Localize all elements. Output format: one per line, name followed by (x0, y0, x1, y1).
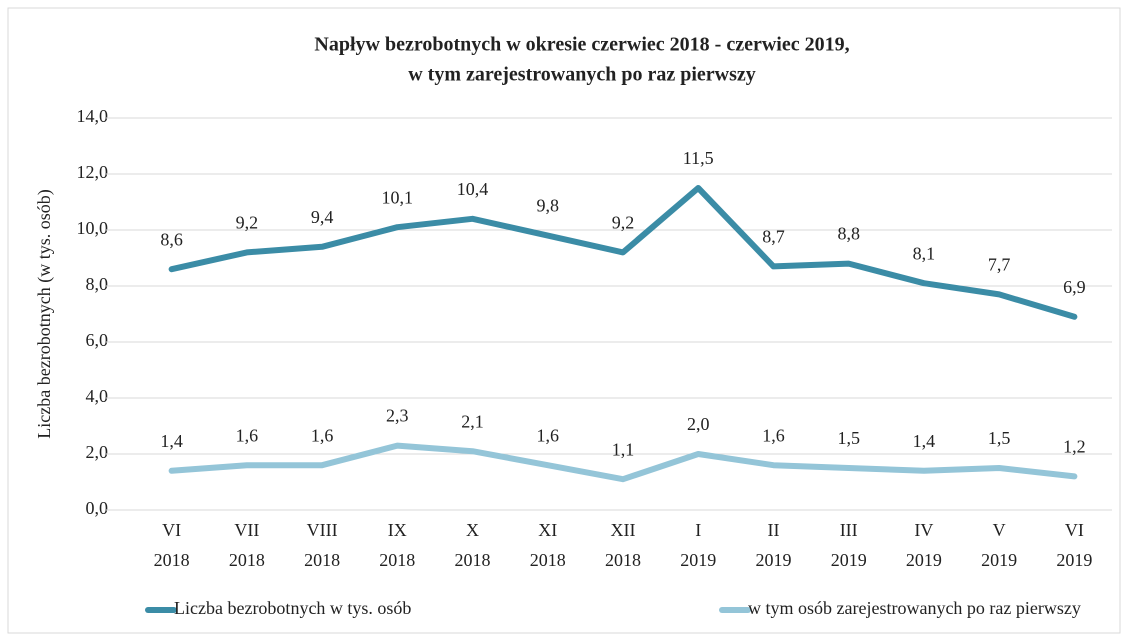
x-tick-label: XII (611, 520, 636, 540)
y-axis-label: Liczba bezrobotnych (w tys. osób) (34, 189, 55, 438)
data-label: 1,5 (837, 428, 860, 448)
chart-title: Napływ bezrobotnych w okresie czerwiec 2… (314, 34, 849, 56)
x-tick-label: VII (234, 520, 259, 540)
chart-border (7, 7, 1121, 634)
x-tick-label: 2018 (379, 550, 415, 570)
x-tick-label: 2019 (831, 550, 867, 570)
x-tick-label: 2018 (455, 550, 491, 570)
x-tick-label: 2019 (1056, 550, 1092, 570)
data-label: 1,6 (537, 425, 560, 445)
data-label: 1,6 (311, 425, 334, 445)
x-tick-label: I (695, 520, 701, 540)
data-label: 1,5 (988, 428, 1011, 448)
data-label: 8,7 (762, 227, 785, 247)
series-line (168, 185, 1078, 320)
x-tick-label: VIII (307, 520, 338, 540)
x-tick-label: 2019 (906, 550, 942, 570)
x-tick-label: VI (1065, 520, 1084, 540)
chart-title: w tym zarejestrowanych po raz pierwszy (408, 64, 756, 86)
y-tick-label: 4,0 (86, 386, 109, 406)
x-tick-label: 2018 (154, 550, 190, 570)
y-tick-label: 6,0 (86, 330, 109, 350)
x-tick-label: VI (162, 520, 181, 540)
x-tick-label: 2018 (304, 550, 340, 570)
data-label: 1,1 (612, 439, 635, 459)
x-tick-label: 2018 (229, 550, 265, 570)
x-tick-label: 2019 (981, 550, 1017, 570)
y-tick-label: 2,0 (86, 442, 109, 462)
data-label: 8,1 (913, 243, 936, 263)
data-label: 11,5 (683, 148, 714, 168)
y-tick-label: 14,0 (77, 106, 109, 126)
data-label: 1,2 (1063, 437, 1086, 457)
legend-label: w tym osób zarejestrowanych po raz pierw… (748, 598, 1081, 618)
x-tick-label: III (840, 520, 858, 540)
x-tick-label: IX (388, 520, 407, 540)
data-label: 2,0 (687, 414, 710, 434)
x-tick-label: XI (538, 520, 557, 540)
data-label: 9,8 (537, 196, 560, 216)
data-label: 6,9 (1063, 277, 1086, 297)
x-tick-label: 2019 (755, 550, 791, 570)
data-label: 10,4 (457, 179, 489, 199)
data-label: 8,6 (160, 229, 183, 249)
data-label: 9,2 (612, 213, 635, 233)
data-label: 1,4 (160, 431, 183, 451)
x-tick-label: 2019 (680, 550, 716, 570)
data-label: 1,4 (913, 431, 936, 451)
y-tick-label: 12,0 (77, 162, 109, 182)
x-tick-label: V (993, 520, 1006, 540)
data-label: 1,6 (762, 425, 785, 445)
x-tick-label: X (466, 520, 479, 540)
data-label: 10,1 (382, 187, 414, 207)
legend-label: Liczba bezrobotnych w tys. osób (174, 598, 411, 618)
data-label: 9,2 (236, 213, 259, 233)
series-line (168, 442, 1078, 483)
data-label: 2,1 (461, 411, 484, 431)
y-tick-label: 8,0 (86, 274, 109, 294)
x-tick-label: II (767, 520, 779, 540)
data-label: 8,8 (837, 224, 860, 244)
x-tick-label: 2018 (605, 550, 641, 570)
data-label: 7,7 (988, 255, 1011, 275)
data-label: 9,4 (311, 207, 334, 227)
data-label: 2,3 (386, 406, 409, 426)
x-tick-label: 2018 (530, 550, 566, 570)
y-tick-label: 10,0 (77, 218, 109, 238)
x-tick-label: IV (914, 520, 933, 540)
data-label: 1,6 (236, 425, 259, 445)
y-tick-label: 0,0 (86, 498, 109, 518)
